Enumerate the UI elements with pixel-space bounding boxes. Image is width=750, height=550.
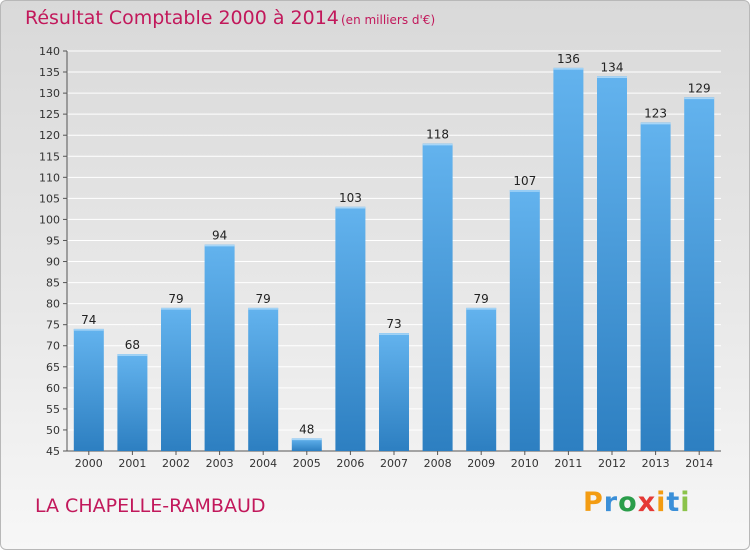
bar [161, 307, 191, 451]
bar [73, 328, 104, 451]
y-tick-label: 95 [46, 234, 60, 247]
y-tick-label: 45 [46, 445, 60, 458]
value-label: 48 [299, 422, 314, 436]
x-tick-label: 2004 [249, 457, 277, 470]
value-label: 129 [688, 81, 711, 95]
y-tick-label: 80 [46, 298, 60, 311]
x-tick-label: 2013 [642, 457, 670, 470]
value-label: 94 [212, 229, 227, 243]
y-tick-label: 50 [46, 424, 60, 437]
x-tick-label: 2005 [293, 457, 321, 470]
y-tick-label: 90 [46, 256, 60, 269]
y-tick-label: 55 [46, 403, 60, 416]
y-tick-label: 105 [39, 192, 60, 205]
bar [597, 76, 627, 452]
value-labels: 74 68 79 94 79 48 103 73 118 79 107 136 134 123 129 [81, 52, 710, 437]
value-label: 74 [81, 313, 96, 327]
value-label: 123 [644, 107, 667, 121]
bar [117, 354, 148, 451]
y-tick-label: 75 [46, 319, 60, 332]
proxiti-logo: Proxiti [583, 487, 691, 518]
value-label: 118 [426, 128, 449, 142]
value-label: 136 [557, 52, 580, 66]
y-tick-labels: 45 50 55 60 65 70 75 80 85 90 95 100 105 110 115 120 125… [39, 45, 60, 458]
bar [466, 307, 497, 451]
x-tick-label: 2002 [162, 457, 190, 470]
bar [335, 206, 366, 451]
logo-letter: o [618, 487, 638, 518]
value-label: 73 [386, 317, 401, 331]
value-label: 79 [256, 292, 271, 306]
y-tick-label: 130 [39, 87, 60, 100]
bar [553, 67, 584, 451]
x-tick-label: 2010 [511, 457, 539, 470]
logo-letter: x [637, 487, 657, 518]
x-tick-label: 2001 [118, 457, 146, 470]
y-tick-label: 85 [46, 277, 60, 290]
value-label: 79 [474, 292, 489, 306]
y-tick-label: 65 [46, 361, 60, 374]
bars [73, 67, 715, 452]
y-tick-label: 70 [46, 340, 60, 353]
commune-name: LA CHAPELLE-RAMBAUD [35, 495, 266, 517]
value-label: 68 [125, 338, 140, 352]
bar [422, 143, 453, 451]
x-tick-label: 2000 [75, 457, 103, 470]
bar [509, 189, 540, 451]
logo-letter: t [666, 487, 681, 518]
y-tick-label: 60 [46, 382, 60, 395]
logo-letter: P [583, 487, 604, 518]
x-tick-label: 2003 [206, 457, 234, 470]
bar [248, 307, 279, 451]
value-label: 103 [339, 191, 362, 205]
bar [291, 438, 322, 451]
bar [640, 122, 671, 451]
x-tick-label: 2006 [336, 457, 364, 470]
value-label: 79 [168, 292, 183, 306]
value-label: 134 [601, 60, 624, 74]
y-tick-label: 135 [39, 66, 60, 79]
chart-subtitle: (en milliers d'€) [341, 13, 436, 27]
y-tick-label: 120 [39, 129, 60, 142]
y-tick-label: 100 [39, 213, 60, 226]
x-tick-label: 2011 [554, 457, 582, 470]
y-tick-label: 125 [39, 108, 60, 121]
y-tick-label: 115 [39, 150, 60, 163]
bar [684, 97, 715, 451]
y-tick-label: 110 [39, 171, 60, 184]
x-tick-label: 2007 [380, 457, 408, 470]
chart-title: Résultat Comptable 2000 à 2014 [25, 7, 339, 29]
x-tick-labels: 2000 2001 2002 2003 2004 2005 2006 2007 2008 2009… [75, 457, 713, 470]
logo-letter: i [656, 487, 667, 518]
logo-letter: i [680, 487, 691, 518]
x-tick-label: 2014 [685, 457, 713, 470]
x-tick-label: 2012 [598, 457, 626, 470]
bar [204, 244, 235, 451]
y-tick-label: 140 [39, 45, 60, 58]
x-tick-label: 2009 [467, 457, 495, 470]
value-label: 107 [513, 174, 536, 188]
bar [379, 333, 409, 451]
x-tick-label: 2008 [424, 457, 452, 470]
logo-letter: r [603, 487, 619, 518]
